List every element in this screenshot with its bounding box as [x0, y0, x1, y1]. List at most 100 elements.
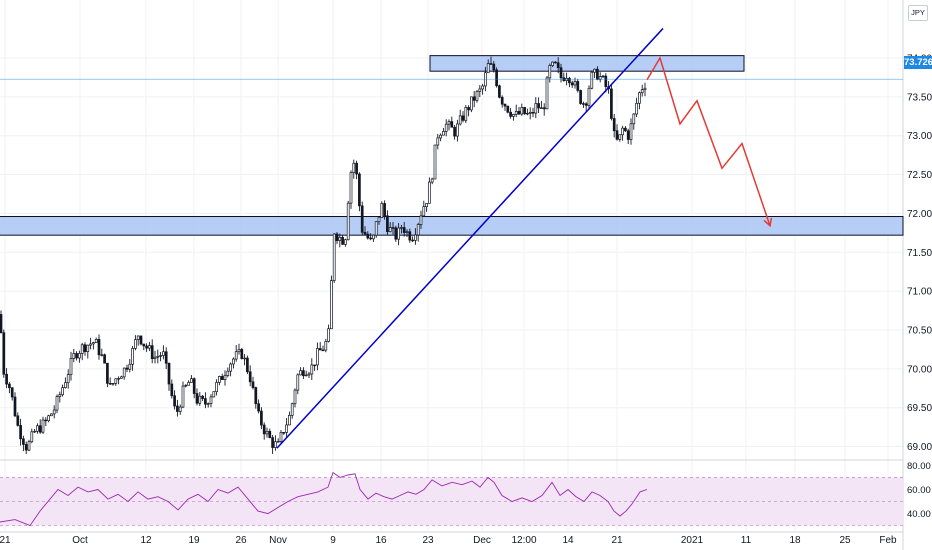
candle-body [38, 425, 42, 433]
candle-body [30, 431, 34, 443]
candle-body [461, 115, 465, 121]
candle-body [50, 413, 53, 417]
candle-body [355, 162, 358, 175]
candle-body [346, 202, 350, 241]
candle-body [218, 376, 221, 383]
candle-body [528, 111, 532, 114]
candle-body [554, 61, 557, 64]
candle-body [103, 354, 106, 364]
candle-body [632, 113, 636, 125]
x-tick-label: 18 [789, 535, 801, 546]
y-tick-label: 71.000 [907, 287, 932, 298]
candle-body [195, 393, 199, 404]
x-tick-label: 26 [235, 535, 247, 546]
candle-body [464, 107, 468, 121]
support-zone[interactable] [0, 216, 904, 236]
candle-body [397, 227, 400, 240]
currency-badge[interactable]: JPY [908, 5, 928, 21]
candle-body [16, 415, 20, 426]
candle-body [226, 370, 230, 376]
candle-body [290, 403, 294, 416]
candle-body [274, 441, 277, 448]
candle-body [108, 383, 112, 385]
candle-body [310, 364, 314, 375]
candle-body [134, 339, 137, 349]
projection-arrowhead [763, 217, 773, 228]
candle-body [391, 227, 395, 229]
price-axis[interactable]: 74.00073.50073.00072.50072.00071.50071.0… [907, 53, 932, 520]
candle-body [570, 82, 574, 86]
candle-body [265, 430, 269, 435]
candle-body [288, 415, 291, 426]
projection-path[interactable] [646, 56, 771, 227]
candle-body [128, 363, 132, 370]
candle-body [307, 373, 311, 376]
candle-body [94, 339, 98, 343]
candle-body [638, 92, 641, 104]
x-tick-label: 23 [422, 535, 434, 546]
candle-body [148, 345, 151, 349]
candle-body [324, 341, 328, 351]
candle-body [579, 90, 582, 104]
candle-body [293, 389, 297, 405]
x-tick-label: 12 [140, 535, 152, 546]
candle-body [573, 81, 577, 86]
candle-body [44, 419, 48, 422]
trendline[interactable] [276, 27, 664, 449]
candle-body [13, 396, 17, 417]
candle-body [442, 131, 445, 136]
x-tick-label: Oct [72, 535, 88, 546]
candle-body [0, 314, 3, 334]
candle-body [167, 362, 171, 385]
candle-body [629, 123, 633, 140]
candle-body [117, 378, 120, 380]
candle-body [279, 432, 283, 442]
candle-body [624, 127, 627, 132]
resistance-zone[interactable] [429, 55, 745, 72]
candle-body [302, 370, 305, 377]
candle-body [254, 387, 258, 405]
candle-body [503, 103, 507, 107]
candle-body [366, 233, 370, 239]
candle-body [610, 88, 613, 119]
drawing-zones[interactable] [0, 55, 904, 236]
candle-body [55, 396, 59, 411]
candle-body [162, 351, 165, 356]
drawing-lines[interactable] [0, 27, 903, 449]
candle-body [467, 107, 470, 111]
candle-body [139, 335, 143, 345]
candle-body [153, 356, 157, 359]
chart-grid [0, 0, 904, 550]
candle-body [5, 373, 8, 385]
candle-body [97, 339, 101, 356]
candle-body [509, 111, 512, 117]
candle-body [584, 103, 588, 106]
candle-body [173, 395, 176, 407]
candle-body [405, 231, 409, 233]
last-price-badge: 73.726 [904, 56, 932, 69]
candle-body [612, 118, 616, 132]
x-tick-label: Nov [269, 535, 287, 546]
time-axis[interactable]: 21 Oct 12 19 26 Nov 9 16 23 Dec 12:00 14 21 2021 11 18 2… [0, 535, 897, 546]
rsi-pane [0, 477, 903, 526]
candle-body [145, 345, 148, 349]
candle-body [271, 437, 274, 448]
rsi-tick-label: 60.00 [907, 485, 931, 496]
candle-body [52, 409, 56, 415]
candle-body [181, 385, 185, 408]
y-tick-label: 73.500 [907, 92, 932, 103]
candle-body [215, 382, 218, 392]
candle-body [486, 63, 490, 74]
candle-body [344, 239, 347, 245]
candle-body [416, 224, 420, 236]
candle-body [192, 378, 196, 394]
candle-body [352, 162, 356, 173]
candle-body [125, 367, 129, 370]
candle-body [374, 221, 378, 236]
candle-body [433, 144, 437, 180]
candle-body [64, 382, 67, 388]
candle-body [2, 332, 6, 375]
candle-body [262, 424, 266, 435]
candle-body [240, 349, 244, 359]
